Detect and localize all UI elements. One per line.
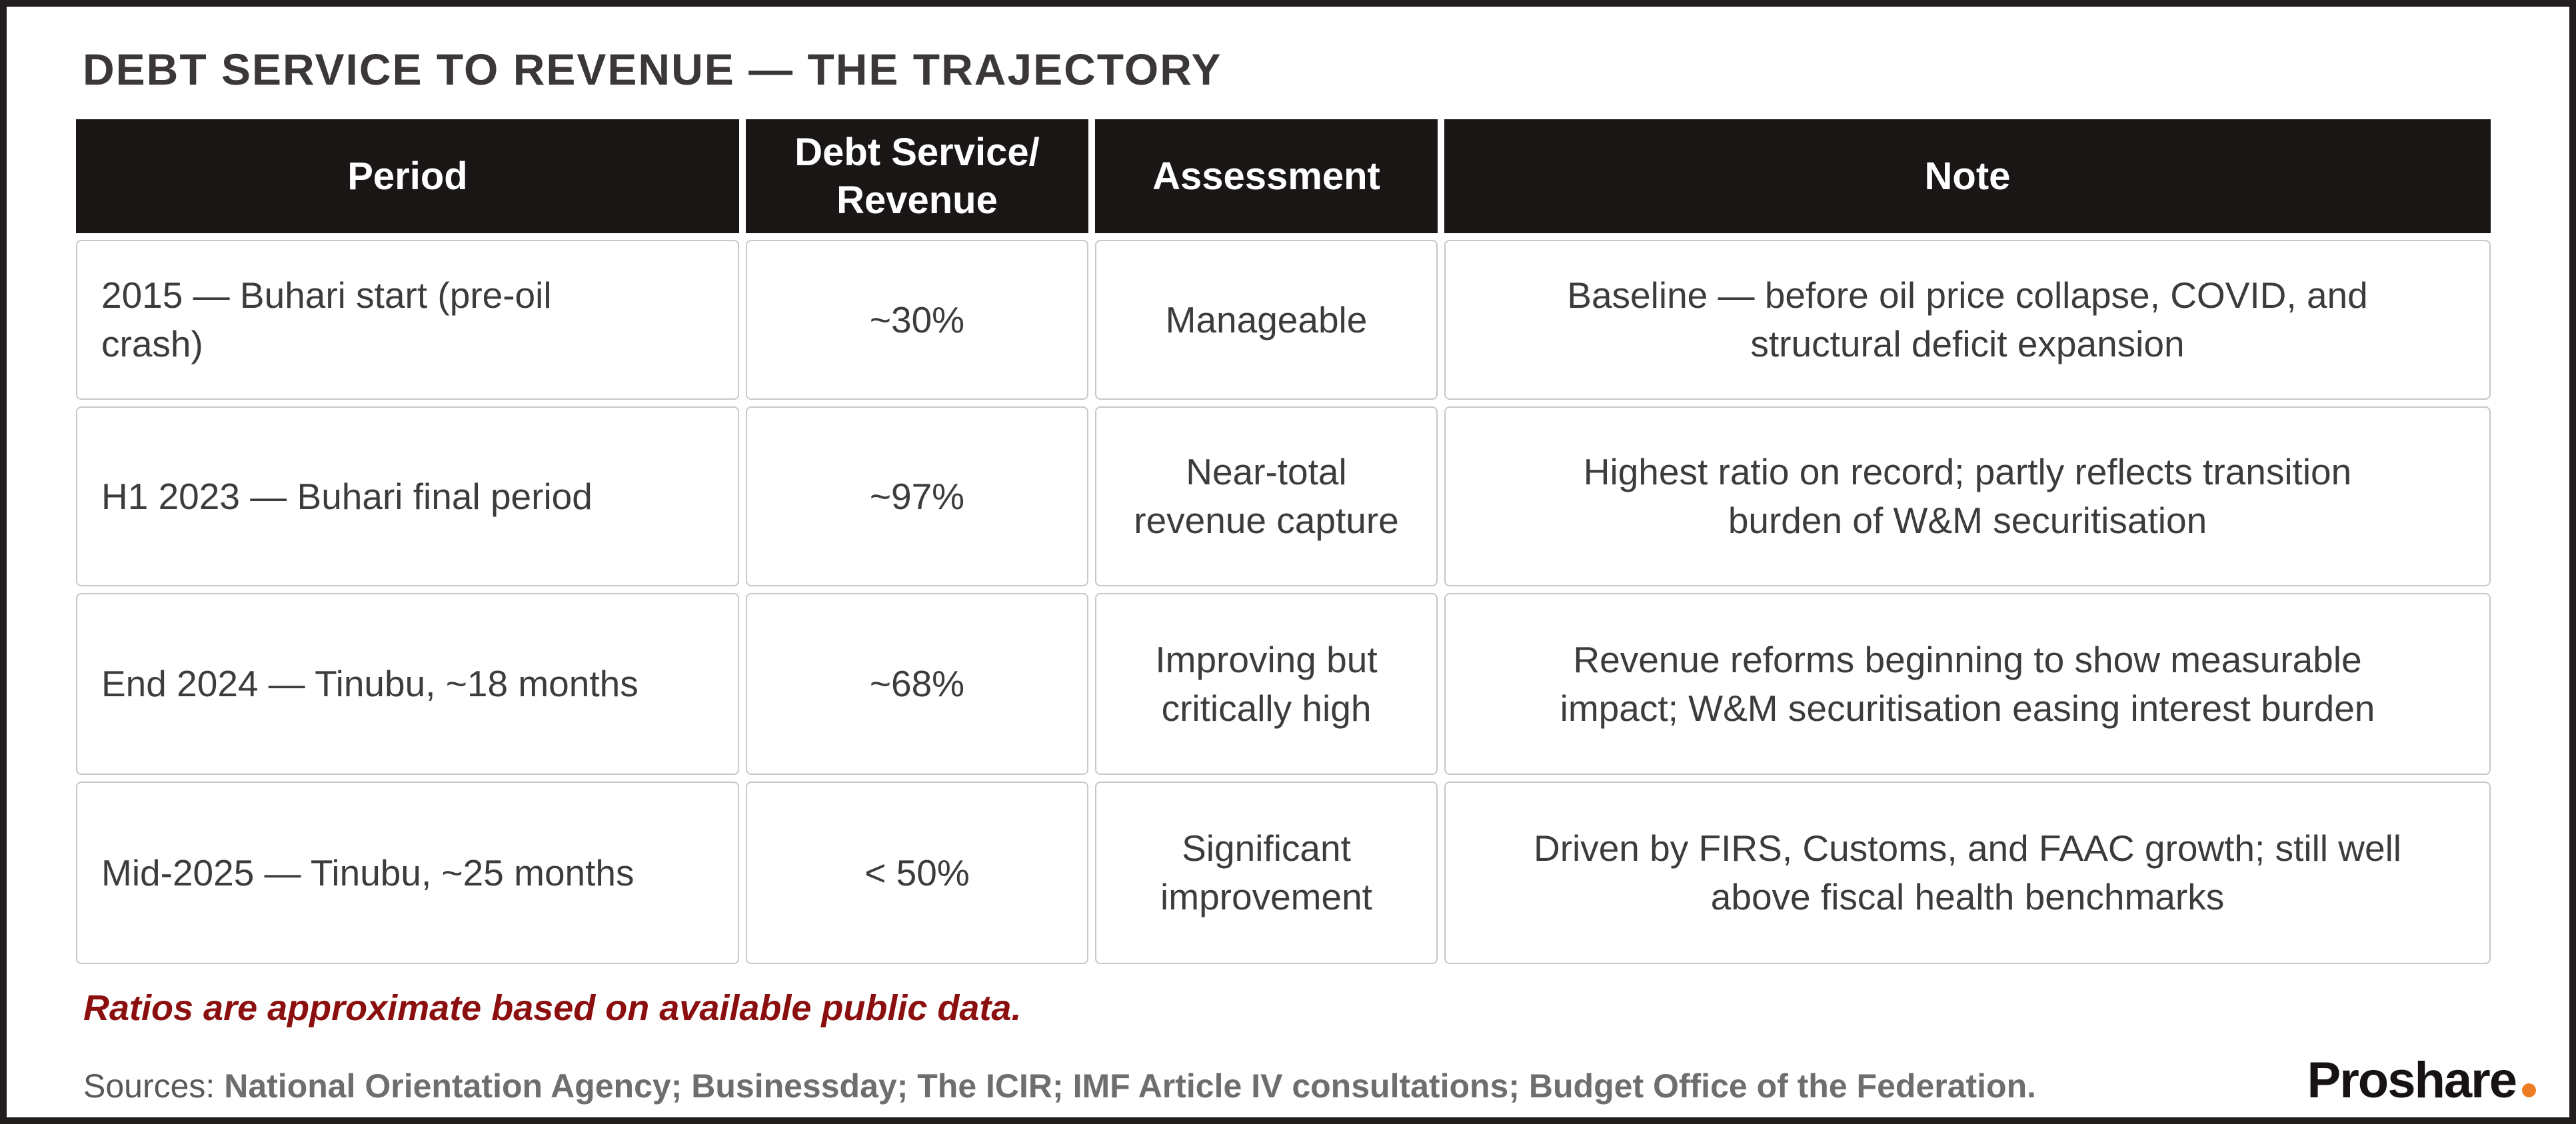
cell-assessment-row4: Significant improvement [1095, 782, 1438, 964]
logo-dot-icon [2522, 1083, 2536, 1097]
footnote-ratios-disclaimer: Ratios are approximate based on availabl… [83, 988, 1022, 1028]
page-title: DEBT SERVICE TO REVENUE — THE TRAJECTORY [83, 45, 1222, 94]
cell-assessment-row2: Near-total revenue capture [1095, 406, 1438, 586]
cell-period-row4: Mid-2025 — Tinubu, ~25 months [76, 782, 739, 964]
proshare-logo: Proshare [2307, 1051, 2536, 1109]
column-header-assessment: Assessment [1095, 119, 1438, 233]
cell-ratio-row4: < 50% [746, 782, 1088, 964]
cell-note-row1: Baseline — before oil price collapse, CO… [1444, 240, 2491, 400]
column-header-period: Period [76, 119, 739, 233]
cell-assessment-row1: Manageable [1095, 240, 1438, 400]
cell-note-row4: Driven by FIRS, Customs, and FAAC growth… [1444, 782, 2491, 964]
column-header-ratio: Debt Service/ Revenue [746, 119, 1088, 233]
footer-row: Sources: National Orientation Agency; Bu… [83, 1051, 2536, 1109]
debt-service-table: Period Debt Service/ Revenue Assessment … [76, 119, 2491, 964]
cell-note-row2: Highest ratio on record; partly reflects… [1444, 406, 2491, 586]
cell-assessment-row3: Improving but critically high [1095, 593, 1438, 775]
column-header-note: Note [1444, 119, 2491, 233]
proshare-logo-text: Proshare [2307, 1052, 2517, 1109]
sources-text: National Orientation Agency; Businessday… [224, 1067, 2037, 1105]
sources-label: Sources: [83, 1067, 215, 1105]
cell-period-row1: 2015 — Buhari start (pre-oil crash) [76, 240, 739, 400]
cell-period-row3: End 2024 — Tinubu, ~18 months [76, 593, 739, 775]
cell-ratio-row1: ~30% [746, 240, 1088, 400]
cell-ratio-row2: ~97% [746, 406, 1088, 586]
cell-note-row3: Revenue reforms beginning to show measur… [1444, 593, 2491, 775]
cell-period-row2: H1 2023 — Buhari final period [76, 406, 739, 586]
cell-ratio-row3: ~68% [746, 593, 1088, 775]
sources-line: Sources: National Orientation Agency; Bu… [83, 1067, 2036, 1105]
